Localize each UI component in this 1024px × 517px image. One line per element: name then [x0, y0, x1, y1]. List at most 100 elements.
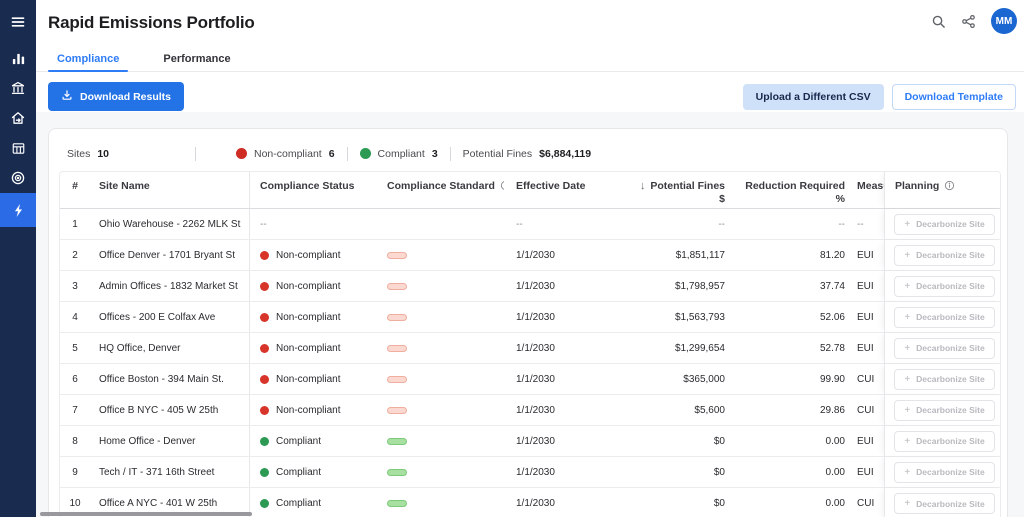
decarbonize-site-button[interactable]: + Decarbonize Site — [894, 369, 994, 390]
table-row: 2 Office Denver - 1701 Bryant St Non-com… — [60, 240, 1000, 271]
lightning-icon[interactable] — [0, 193, 36, 227]
plus-icon: + — [904, 312, 910, 323]
noncompliant-value: 6 — [329, 148, 335, 160]
table-row: 5 HQ Office, Denver Non-compliant 1/1/20… — [60, 333, 1000, 364]
sort-descending-icon[interactable]: ↓ — [640, 180, 646, 193]
potential-fines: $1,798,957 — [608, 271, 730, 301]
decarbonize-label: Decarbonize Site — [916, 405, 985, 415]
planning-cell: + Decarbonize Site — [884, 457, 1001, 487]
potential-fines: $1,851,117 — [608, 240, 730, 270]
decarbonize-label: Decarbonize Site — [916, 436, 985, 446]
row-number: 9 — [60, 457, 90, 487]
tab-performance[interactable]: Performance — [154, 46, 239, 72]
summary-divider — [347, 147, 348, 161]
sites-label: Sites — [67, 148, 90, 160]
decarbonize-site-button[interactable]: + Decarbonize Site — [894, 307, 994, 328]
effective-date: 1/1/2030 — [504, 271, 608, 301]
reduction-required: 52.06 — [730, 302, 850, 332]
decarbonize-site-button[interactable]: + Decarbonize Site — [894, 431, 994, 452]
header-reduction-required: Reduction Required % — [730, 172, 850, 208]
horizontal-scrollbar[interactable] — [40, 512, 252, 516]
bank-icon[interactable] — [0, 73, 36, 103]
info-icon[interactable] — [944, 180, 955, 191]
standard-badge — [387, 500, 407, 507]
compliance-status: Non-compliant — [250, 333, 376, 363]
sidebar — [0, 0, 36, 517]
status-dot-icon — [260, 375, 269, 384]
site-name: Office Boston - 394 Main St. — [90, 364, 250, 394]
reduction-required: 0.00 — [730, 426, 850, 456]
row-number: 4 — [60, 302, 90, 332]
effective-date: 1/1/2030 — [504, 426, 608, 456]
decarbonize-site-button[interactable]: + Decarbonize Site — [894, 276, 994, 297]
row-number: 7 — [60, 395, 90, 425]
compliance-standard — [376, 426, 504, 456]
download-results-button[interactable]: Download Results — [48, 82, 184, 111]
decarbonize-label: Decarbonize Site — [916, 343, 985, 353]
avatar[interactable]: MM — [991, 8, 1017, 34]
decarbonize-site-button[interactable]: + Decarbonize Site — [894, 493, 994, 514]
status-text: Non-compliant — [276, 343, 340, 354]
upload-csv-button[interactable]: Upload a Different CSV — [743, 84, 884, 110]
header-effective-date: Effective Date — [504, 172, 608, 208]
standard-badge — [387, 438, 407, 445]
page-title: Rapid Emissions Portfolio — [36, 0, 1024, 33]
share-icon[interactable] — [961, 14, 976, 29]
standard-badge — [387, 376, 407, 383]
compliant-value: 3 — [432, 148, 438, 160]
status-dot-icon — [260, 344, 269, 353]
compliance-standard — [376, 240, 504, 270]
fines-header-label: Potential Fines — [650, 180, 725, 193]
decarbonize-label: Decarbonize Site — [916, 250, 985, 260]
standard-badge — [387, 345, 407, 352]
download-template-button[interactable]: Download Template — [892, 84, 1016, 110]
compliance-status: Non-compliant — [250, 271, 376, 301]
search-icon[interactable] — [931, 14, 946, 29]
status-dot-icon — [260, 468, 269, 477]
plus-icon: + — [904, 498, 910, 509]
bar-chart-icon[interactable] — [0, 43, 36, 73]
table-row: 4 Offices - 200 E Colfax Ave Non-complia… — [60, 302, 1000, 333]
compliance-standard — [376, 271, 504, 301]
compliance-standard — [376, 209, 504, 239]
fines-label: Potential Fines — [463, 148, 532, 160]
tab-compliance[interactable]: Compliance — [48, 46, 128, 72]
target-icon[interactable] — [0, 163, 36, 193]
decarbonize-site-button[interactable]: + Decarbonize Site — [894, 245, 994, 266]
fines-unit-label: $ — [719, 193, 725, 206]
decarbonize-site-button[interactable]: + Decarbonize Site — [894, 462, 994, 483]
effective-date: 1/1/2030 — [504, 333, 608, 363]
header-potential-fines[interactable]: ↓ Potential Fines $ — [608, 172, 730, 208]
table-row: 6 Office Boston - 394 Main St. Non-compl… — [60, 364, 1000, 395]
compliance-status: Non-compliant — [250, 302, 376, 332]
effective-date: 1/1/2030 — [504, 395, 608, 425]
decarbonize-site-button[interactable]: + Decarbonize Site — [894, 400, 994, 421]
effective-date: 1/1/2030 — [504, 457, 608, 487]
plus-icon: + — [904, 250, 910, 261]
decarbonize-site-button[interactable]: + Decarbonize Site — [894, 338, 994, 359]
decarbonize-site-button[interactable]: + Decarbonize Site — [894, 214, 994, 235]
potential-fines: $0 — [608, 426, 730, 456]
data-table-icon[interactable] — [0, 133, 36, 163]
status-text: Non-compliant — [276, 250, 340, 261]
header-site-name: Site Name — [90, 172, 250, 208]
status-dot-icon — [260, 437, 269, 446]
plus-icon: + — [904, 467, 910, 478]
compliance-standard — [376, 488, 504, 517]
toolbar: Download Results Upload a Different CSV … — [36, 72, 1024, 111]
reduction-required: 81.20 — [730, 240, 850, 270]
table-header: # Site Name Compliance Status Compliance… — [60, 172, 1000, 209]
summary-fines: Potential Fines $6,884,119 — [463, 148, 591, 160]
menu-icon[interactable] — [0, 7, 36, 37]
compliant-label: Compliant — [378, 148, 425, 160]
status-dot-icon — [260, 251, 269, 260]
planning-cell: + Decarbonize Site — [884, 488, 1001, 517]
decarbonize-label: Decarbonize Site — [916, 281, 985, 291]
potential-fines: $365,000 — [608, 364, 730, 394]
status-text: Compliant — [276, 436, 321, 447]
compliance-table: # Site Name Compliance Status Compliance… — [59, 171, 1001, 517]
planning-cell: + Decarbonize Site — [884, 395, 1001, 425]
home-export-icon[interactable] — [0, 103, 36, 133]
plus-icon: + — [904, 343, 910, 354]
status-text: -- — [260, 219, 267, 230]
